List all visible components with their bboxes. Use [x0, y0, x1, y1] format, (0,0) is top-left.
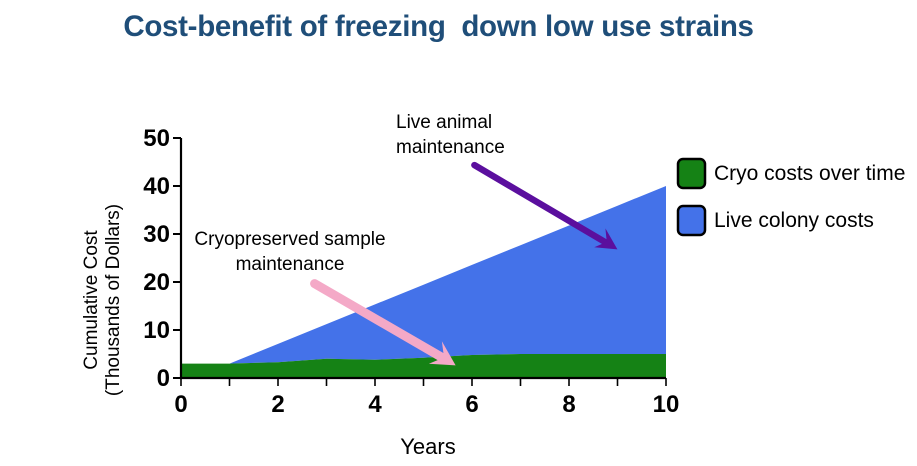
svg-text:Cryo costs over time: Cryo costs over time [714, 162, 905, 185]
svg-text:50: 50 [143, 125, 170, 152]
svg-text:4: 4 [368, 391, 382, 418]
svg-text:20: 20 [143, 269, 170, 296]
svg-text:Cryopreserved sample: Cryopreserved sample [194, 229, 385, 250]
svg-text:maintenance: maintenance [396, 137, 505, 158]
svg-text:Cumulative Cost: Cumulative Cost [81, 230, 102, 370]
svg-text:0: 0 [157, 365, 170, 392]
svg-text:40: 40 [143, 173, 170, 200]
svg-text:(Thousands of Dollars): (Thousands of Dollars) [103, 204, 124, 396]
svg-text:0: 0 [174, 391, 187, 418]
svg-text:10: 10 [653, 391, 680, 418]
svg-text:30: 30 [143, 221, 170, 248]
svg-text:Years: Years [400, 434, 455, 459]
svg-text:Live colony costs: Live colony costs [714, 209, 874, 232]
svg-text:6: 6 [465, 391, 478, 418]
svg-text:Live animal: Live animal [396, 112, 492, 133]
svg-text:maintenance: maintenance [236, 254, 345, 275]
svg-text:8: 8 [562, 391, 575, 418]
svg-text:2: 2 [271, 391, 284, 418]
svg-text:10: 10 [143, 317, 170, 344]
